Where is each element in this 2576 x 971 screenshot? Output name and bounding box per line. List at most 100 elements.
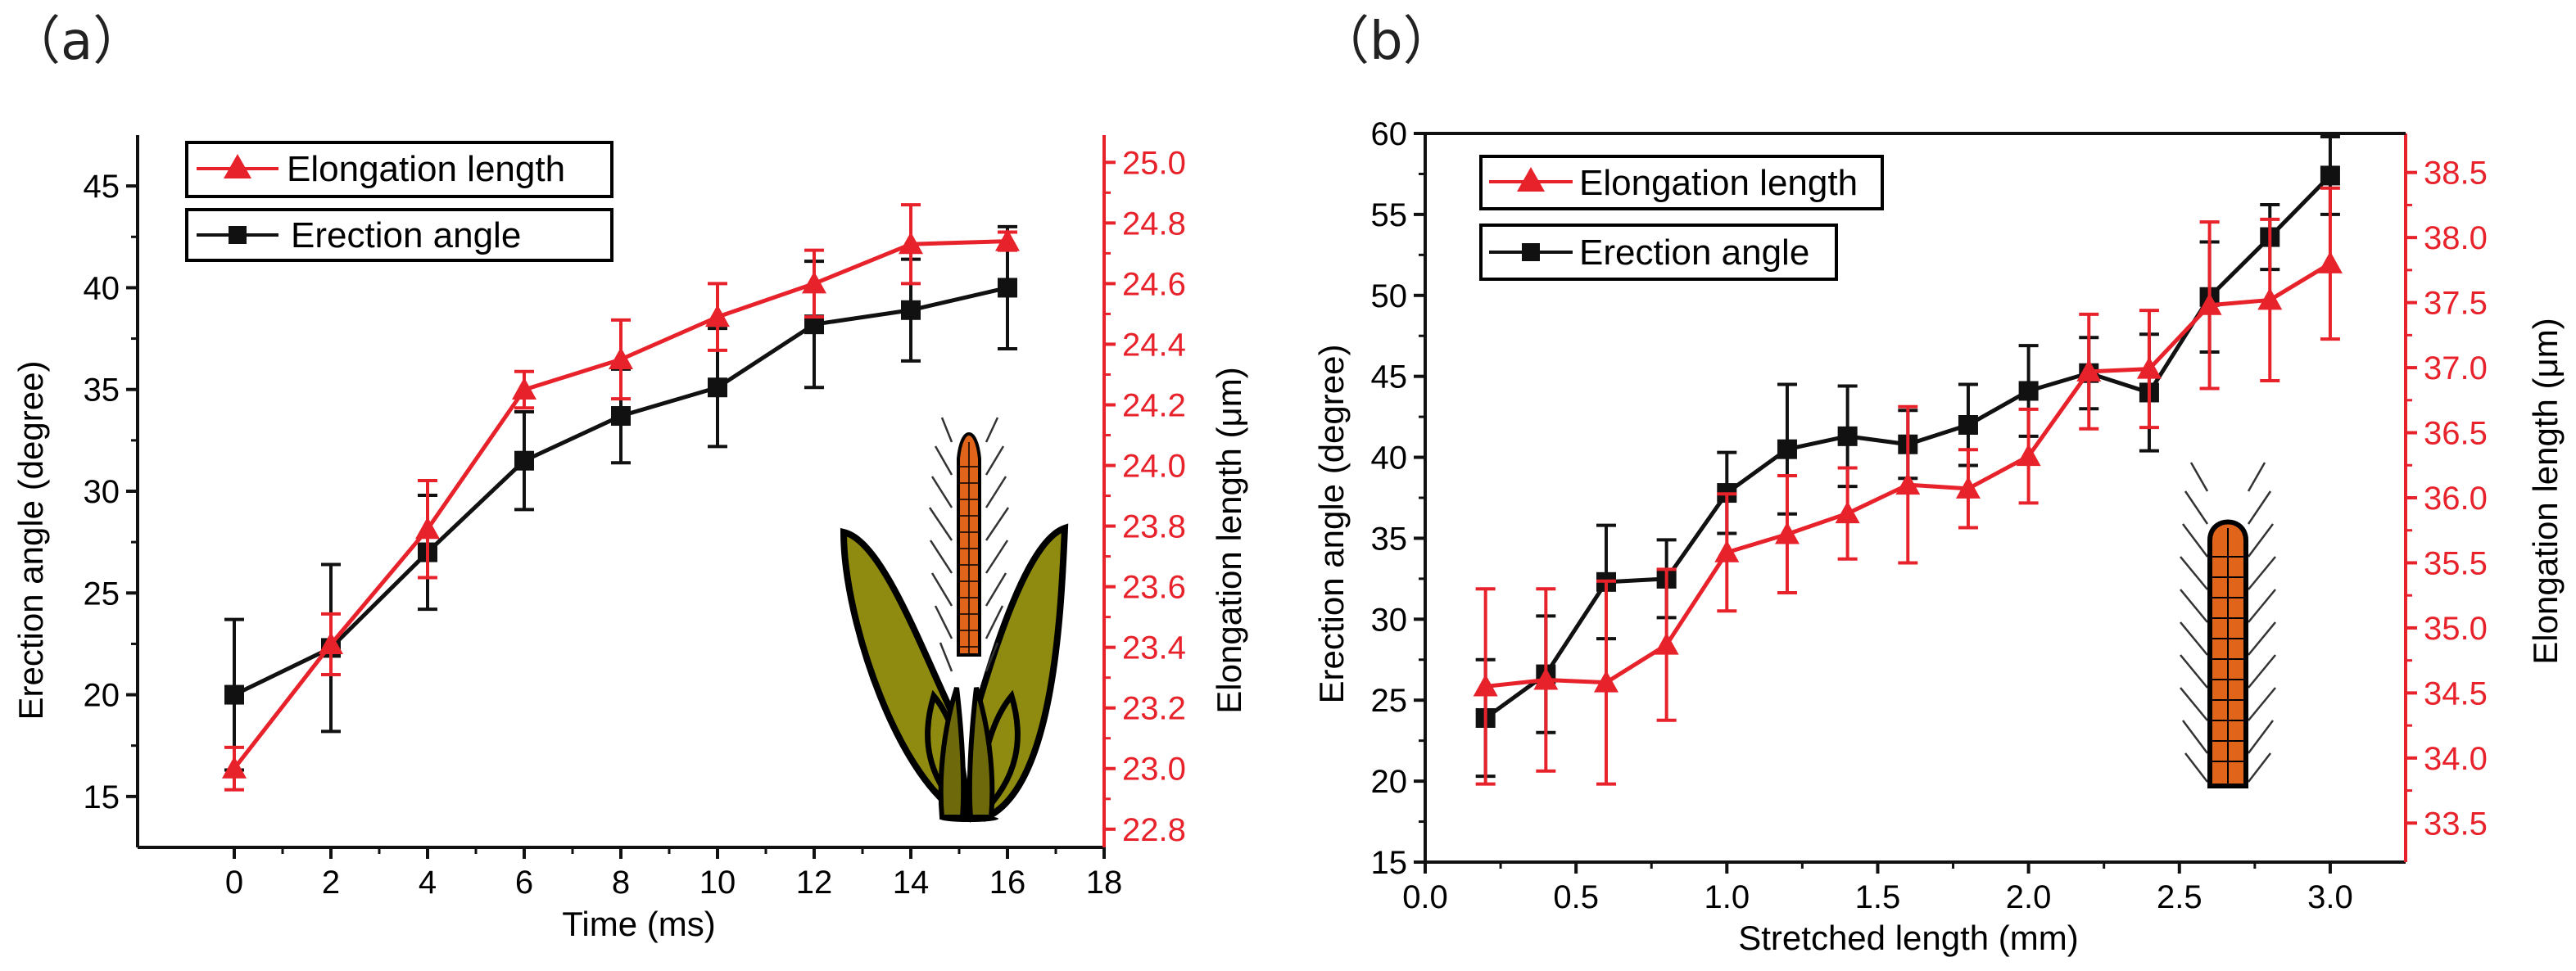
x-tick-label: 4	[419, 865, 437, 901]
elongation-length-point	[415, 517, 440, 540]
y-right-tick-label: 23.6	[1122, 570, 1186, 606]
erection-angle-point	[1777, 439, 1797, 459]
panel-a-left-axis-title: Erection angle (degree)	[11, 361, 50, 720]
elongation-length-point	[2016, 444, 2041, 467]
x-tick-label: 16	[989, 865, 1026, 901]
erection-angle-point	[2320, 165, 2340, 186]
y-right-tick-label: 23.4	[1122, 630, 1186, 666]
legend-triangle-icon	[1517, 167, 1545, 192]
y-left-tick-label: 50	[1371, 278, 1408, 314]
y-right-tick-label: 34.5	[2424, 675, 2488, 711]
x-tick-label: 1.0	[1705, 879, 1750, 915]
y-right-tick-label: 35.0	[2424, 611, 2488, 647]
y-right-tick-label: 35.5	[2424, 545, 2488, 581]
erection-angle-point	[611, 406, 631, 427]
y-right-tick-label: 36.0	[2424, 481, 2488, 517]
y-left-tick-label: 35	[1371, 521, 1408, 557]
erection-angle-point	[224, 684, 244, 705]
y-left-tick-label: 15	[1371, 845, 1408, 881]
erection-angle-point	[998, 278, 1017, 298]
erection-angle-point	[901, 300, 921, 320]
erection-angle-point	[1837, 426, 1858, 446]
erection-angle-point	[2018, 381, 2039, 401]
x-tick-label: 2	[322, 865, 340, 901]
x-tick-label: 14	[893, 865, 930, 901]
elongation-length-point	[1473, 674, 1498, 697]
panel-a-right-axis-title: Elongation length (μm)	[1210, 367, 1248, 713]
plant-inset	[840, 417, 1069, 823]
elongation-length-point	[1714, 540, 1740, 562]
x-tick-label: 8	[612, 865, 630, 901]
elongation-length-point	[2317, 251, 2343, 273]
elongation-length-point	[802, 271, 826, 294]
y-left-tick-label: 35	[84, 373, 120, 409]
erection-angle-point	[708, 377, 727, 398]
panel-b-legend-elongation: Elongation length	[1579, 163, 1858, 203]
y-right-tick-label: 34.0	[2424, 741, 2488, 777]
y-right-tick-label: 24.8	[1122, 205, 1186, 242]
panel-b-x-axis-title: Stretched length (mm)	[1738, 919, 2079, 957]
legend-triangle-icon	[224, 154, 251, 178]
erection-angle-point	[514, 450, 534, 471]
panel-a-label: （a）	[8, 11, 145, 72]
y-left-tick-label: 30	[84, 474, 120, 510]
y-left-tick-label: 20	[1371, 764, 1408, 800]
y-right-tick-label: 36.5	[2424, 416, 2488, 452]
x-tick-label: 2.0	[2006, 879, 2052, 915]
x-tick-label: 0.0	[1402, 879, 1448, 915]
elongation-length-point	[609, 346, 633, 369]
elongation-length-point	[1593, 670, 1618, 693]
y-left-tick-label: 40	[84, 270, 120, 306]
legend-square-icon	[229, 226, 247, 244]
panel-b-label: （b）	[1317, 11, 1456, 72]
elongation-length-point	[319, 631, 343, 654]
y-right-tick-label: 24.0	[1122, 449, 1186, 485]
y-left-tick-label: 45	[1371, 359, 1408, 395]
panel-a-legend: Elongation length Erection angle	[185, 141, 613, 262]
x-tick-label: 12	[796, 865, 833, 901]
y-right-tick-label: 23.2	[1122, 691, 1186, 727]
y-right-tick-label: 23.0	[1122, 752, 1186, 788]
y-right-tick-label: 33.5	[2424, 806, 2488, 842]
elongation-length-point	[1774, 522, 1800, 544]
y-left-tick-label: 15	[84, 779, 120, 815]
y-left-tick-label: 40	[1371, 440, 1408, 476]
elongation-length-point	[2257, 287, 2283, 310]
y-right-tick-label: 38.5	[2424, 156, 2488, 192]
stem-inset	[2180, 462, 2276, 788]
y-right-tick-label: 25.0	[1122, 145, 1186, 181]
panel-b: （b） 0.0 0.5 1.0 1.5 2.0 2.5 3.0 15 20 25 30 35 40 45 5…	[1312, 11, 2565, 957]
elongation-length-point	[2197, 292, 2222, 315]
panel-b-left-axis-title: Erection angle (degree)	[1312, 345, 1351, 704]
x-tick-label: 6	[515, 865, 533, 901]
y-left-tick-label: 55	[1371, 197, 1408, 233]
y-left-tick-label: 25	[84, 576, 120, 612]
x-tick-label: 18	[1086, 865, 1123, 901]
y-right-tick-label: 24.6	[1122, 266, 1186, 302]
y-right-tick-label: 37.5	[2424, 286, 2488, 322]
x-tick-label: 1.5	[1855, 879, 1901, 915]
panel-a-plot: 0 2 4 6 8 10 12 14 16 18 15 20 25 30 35 40 45 22.8 23.0 23.…	[84, 135, 1186, 901]
erection-angle-point	[1958, 415, 1978, 435]
elongation-length-point	[995, 228, 1020, 251]
x-tick-label: 0	[225, 865, 243, 901]
panel-b-right-axis-title: Elongation length (μm)	[2526, 318, 2565, 664]
elongation-length-point	[222, 756, 247, 779]
y-left-tick-label: 25	[1371, 683, 1408, 719]
panel-a-legend-elongation: Elongation length	[287, 149, 565, 189]
elongation-length-point	[705, 305, 730, 327]
y-left-tick-label: 30	[1371, 602, 1408, 638]
y-right-tick-label: 24.2	[1122, 387, 1186, 423]
elongation-length-point	[1955, 476, 1981, 499]
y-right-tick-label: 24.4	[1122, 327, 1186, 363]
elongation-length-point	[512, 377, 536, 400]
elongation-length-point	[1835, 501, 1860, 524]
elongation-length-point	[2136, 356, 2162, 379]
panel-a: （a） 0 2 4 6 8 10 12 14 16 18 15 20 25 30 35 40 45 22.8 23.…	[8, 11, 1248, 943]
y-right-tick-label: 37.0	[2424, 350, 2488, 386]
y-right-tick-label: 38.0	[2424, 220, 2488, 256]
y-left-tick-label: 20	[84, 678, 120, 714]
panel-b-legend: Elongation length Erection angle	[1479, 155, 1884, 281]
legend-square-icon	[1522, 243, 1540, 261]
